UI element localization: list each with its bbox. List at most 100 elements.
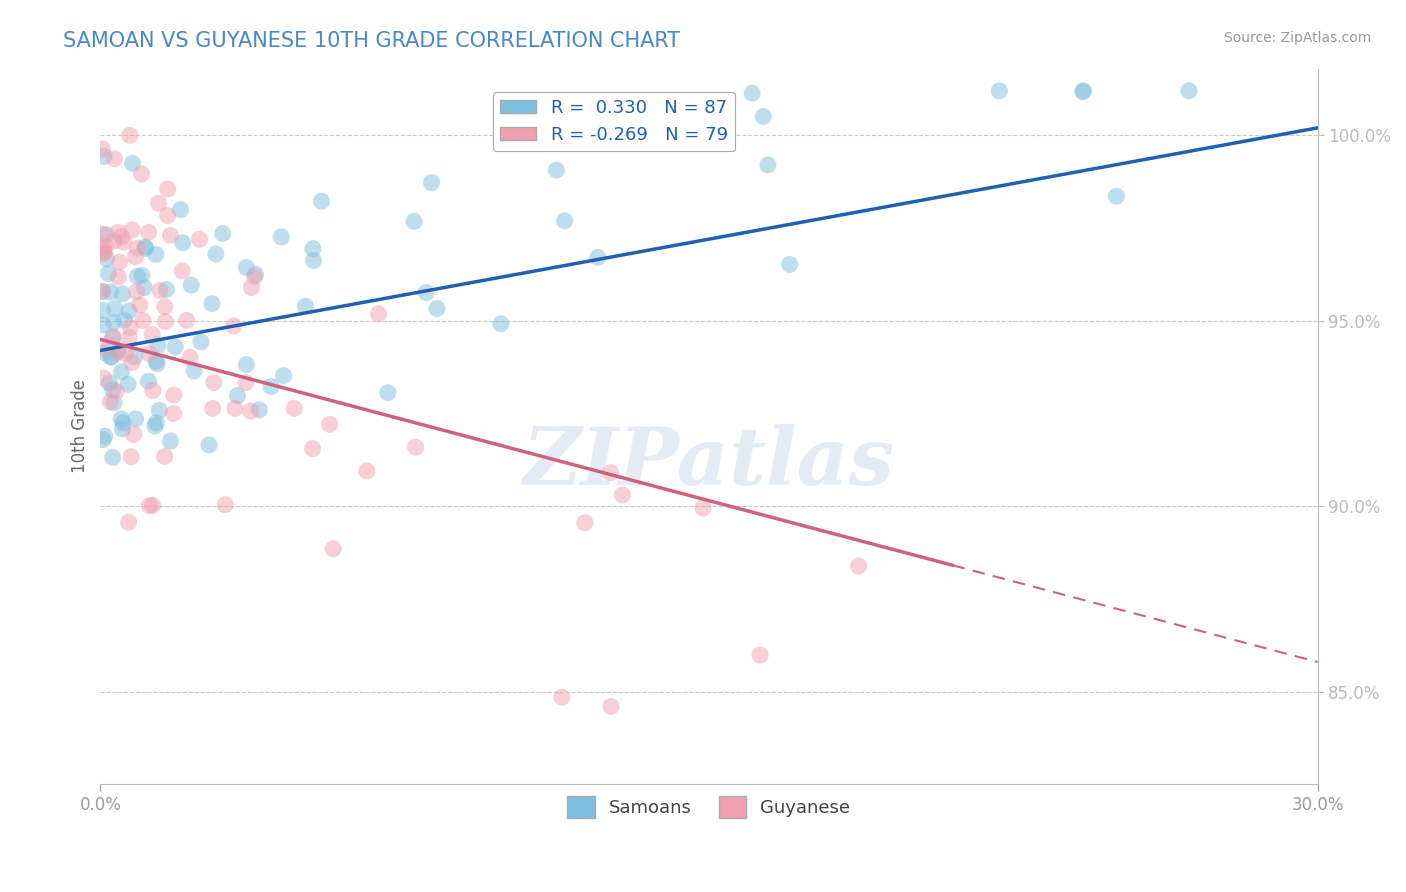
Point (1105, 189, 1128, 203)
Point (91, 243, 114, 257)
Point (118, 304, 141, 318)
Point (240, 280, 263, 294)
Point (612, 488, 634, 502)
Point (122, 427, 145, 442)
Point (103, 395, 125, 409)
Point (135, 241, 157, 255)
Point (103, 152, 125, 166)
Point (273, 368, 295, 383)
Point (93, 345, 115, 359)
Point (91, 227, 114, 242)
Point (111, 422, 134, 436)
Point (141, 327, 163, 342)
Point (100, 350, 122, 364)
Point (98, 394, 121, 409)
Point (756, 158, 779, 172)
Point (132, 313, 155, 327)
Point (180, 278, 202, 293)
Point (100, 350, 122, 364)
Point (155, 314, 177, 328)
Point (112, 313, 135, 327)
Point (93, 149, 115, 163)
Point (110, 412, 132, 426)
Point (1071, 85, 1094, 99)
Point (142, 384, 165, 398)
Point (302, 253, 325, 268)
Point (356, 464, 378, 478)
Point (153, 300, 176, 314)
Point (599, 466, 621, 480)
Point (93, 246, 115, 260)
Point (153, 450, 176, 464)
Point (112, 416, 135, 430)
Point (239, 404, 262, 418)
Point (235, 260, 257, 275)
Point (117, 377, 139, 392)
Point (94, 227, 117, 242)
Point (172, 235, 194, 250)
Legend: Samoans, Guyanese: Samoans, Guyanese (560, 789, 858, 825)
Point (1073, 84, 1095, 98)
Point (404, 214, 426, 228)
Point (318, 417, 340, 432)
Point (270, 230, 292, 244)
Point (149, 284, 172, 298)
Point (114, 346, 136, 360)
Point (420, 176, 443, 190)
Point (692, 500, 714, 515)
Point (111, 229, 134, 244)
Point (222, 319, 245, 334)
Point (101, 331, 124, 345)
Point (91, 285, 114, 299)
Point (546, 163, 568, 178)
Point (120, 320, 142, 334)
Point (749, 648, 772, 662)
Point (159, 228, 181, 243)
Point (190, 334, 212, 349)
Point (551, 690, 574, 705)
Point (145, 247, 167, 261)
Point (224, 401, 246, 416)
Point (235, 358, 257, 372)
Point (148, 196, 170, 211)
Point (110, 365, 132, 379)
Point (124, 350, 146, 364)
Point (155, 283, 177, 297)
Point (107, 225, 129, 239)
Point (97, 267, 120, 281)
Text: ZIPatlas: ZIPatlas (523, 424, 896, 501)
Point (1178, 84, 1201, 98)
Point (91, 433, 114, 447)
Point (145, 354, 167, 368)
Point (156, 182, 179, 196)
Point (143, 418, 166, 433)
Point (107, 343, 129, 358)
Point (311, 194, 333, 209)
Point (129, 298, 152, 312)
Point (120, 450, 142, 464)
Point (146, 357, 169, 371)
Point (131, 268, 153, 283)
Point (103, 234, 125, 248)
Point (779, 257, 801, 271)
Point (127, 241, 149, 255)
Point (183, 364, 205, 378)
Point (283, 401, 305, 416)
Point (121, 156, 143, 170)
Point (131, 167, 153, 181)
Point (741, 87, 763, 101)
Point (988, 84, 1011, 98)
Point (101, 383, 124, 397)
Point (201, 296, 224, 310)
Text: Source: ZipAtlas.com: Source: ZipAtlas.com (1223, 31, 1371, 45)
Point (179, 351, 201, 365)
Point (243, 269, 266, 284)
Point (117, 515, 139, 529)
Point (103, 315, 125, 329)
Point (112, 235, 135, 249)
Point (301, 442, 323, 456)
Point (148, 403, 170, 417)
Point (415, 285, 437, 300)
Point (156, 209, 179, 223)
Point (101, 329, 124, 343)
